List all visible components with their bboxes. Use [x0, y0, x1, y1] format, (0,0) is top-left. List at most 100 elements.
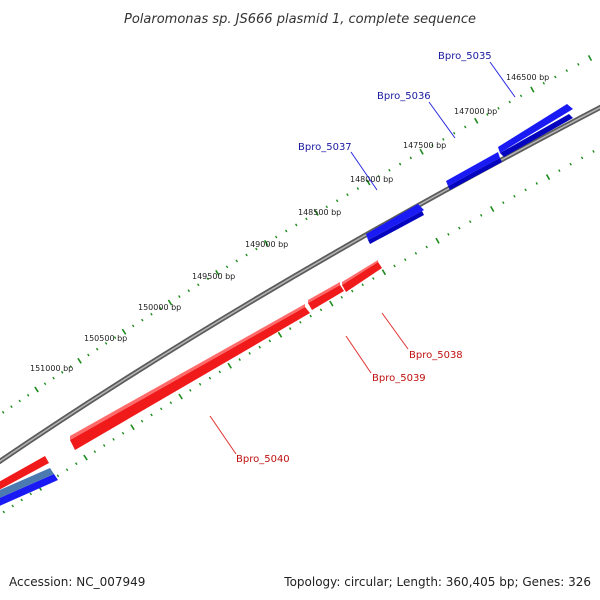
- outer-tick-mark: [1, 410, 5, 414]
- gene-bar-bpro-5040[interactable]: [70, 307, 310, 450]
- inner-tick-mark: [447, 232, 450, 236]
- gene-bar-bpro-5035[interactable]: [498, 104, 573, 153]
- outer-tick-mark: [442, 138, 445, 141]
- inner-tick-mark: [20, 498, 23, 502]
- inner-tick-mark: [29, 492, 32, 496]
- inner-tick-mark: [580, 156, 584, 160]
- inner-tick-mark: [150, 413, 153, 417]
- outer-tick-mark: [52, 376, 55, 380]
- gene-bar-bpro-5036[interactable]: [446, 152, 500, 186]
- outer-tick-mark: [295, 223, 298, 227]
- outer-tick-mark: [235, 259, 238, 263]
- outer-tick-mark: [431, 144, 434, 147]
- outer-tick-mark: [530, 86, 535, 93]
- inner-tick-mark: [299, 320, 302, 324]
- inner-tick-mark: [558, 169, 561, 173]
- outer-tick-mark: [419, 148, 424, 155]
- inner-tick-mark: [309, 314, 312, 318]
- gene-bar-partial-blue[interactable]: [0, 474, 58, 508]
- inner-tick-mark: [83, 454, 88, 461]
- outer-tick-mark: [18, 399, 21, 403]
- gene-label-bpro-5038[interactable]: Bpro_5038: [409, 350, 463, 361]
- inner-tick-mark: [65, 468, 69, 472]
- inner-tick-track: [2, 150, 595, 514]
- outer-tick-mark: [121, 328, 127, 335]
- outer-tick-mark: [87, 353, 90, 357]
- gene-label-bpro-5035[interactable]: Bpro_5035: [438, 51, 492, 62]
- outer-tick-mark: [366, 179, 371, 186]
- gene-label-bpro-5036[interactable]: Bpro_5036: [377, 91, 431, 102]
- outer-tick-mark: [159, 306, 162, 310]
- outer-tick-mark: [377, 174, 381, 178]
- outer-tick-mark: [388, 168, 391, 172]
- inner-tick-mark: [513, 194, 516, 198]
- inner-tick-mark: [227, 362, 232, 369]
- bp-label: 149000 bp: [245, 240, 288, 249]
- outer-tick-mark: [178, 295, 181, 298]
- gene-label-bpro-5037[interactable]: Bpro_5037: [298, 142, 352, 153]
- bp-label: 148000 bp: [350, 175, 393, 184]
- inner-tick-mark: [268, 339, 272, 343]
- gene-bar-partial-steel[interactable]: [0, 468, 54, 500]
- outer-tick-mark: [452, 131, 456, 135]
- inner-tick-mark: [56, 474, 60, 478]
- inner-tick-mark: [189, 389, 192, 392]
- outer-tick-mark: [409, 156, 413, 160]
- inner-tick-mark: [169, 401, 173, 405]
- inner-tick-mark: [238, 358, 241, 361]
- outer-tick-mark: [274, 235, 278, 239]
- gene-bar-bpro-5039[interactable]: [308, 285, 344, 310]
- topology-summary: Topology: circular; Length: 360,405 bp; …: [283, 575, 591, 589]
- bp-label: 149500 bp: [192, 272, 235, 281]
- inner-tick-mark: [329, 300, 334, 307]
- outer-tick-mark: [305, 217, 308, 221]
- map-title: Polaromonas sp. JS666 plasmid 1, complet…: [124, 12, 476, 27]
- bp-label: 148500 bp: [298, 208, 341, 217]
- outer-tick-mark: [95, 347, 99, 351]
- outer-tick-mark: [167, 299, 173, 306]
- outer-tick-mark: [206, 277, 210, 281]
- inner-tick-mark: [458, 226, 461, 230]
- inner-tick-mark: [381, 269, 387, 276]
- inner-tick-mark: [288, 327, 292, 330]
- gene-callouts: [209, 61, 516, 455]
- inner-tick-mark: [93, 450, 97, 453]
- gene-bar-bpro-5038[interactable]: [342, 262, 382, 292]
- inner-tick-mark: [319, 308, 323, 312]
- sequence-backbone-highlight: [0, 106, 600, 463]
- reverse-genes: [0, 260, 382, 492]
- inner-tick-mark: [425, 245, 428, 249]
- inner-tick-mark: [351, 289, 354, 293]
- sequence-backbone: [0, 104, 600, 465]
- inner-tick-mark: [218, 370, 222, 374]
- inner-tick-mark: [2, 510, 6, 514]
- inner-tick-mark: [102, 444, 106, 447]
- bp-label: 147000 bp: [454, 107, 497, 116]
- outer-tick-mark: [356, 187, 360, 190]
- outer-tick-mark: [255, 247, 258, 251]
- outer-tick-mark: [113, 336, 117, 339]
- outer-tick-mark: [26, 393, 30, 397]
- inner-tick-mark: [277, 331, 283, 338]
- outer-tick-mark: [10, 405, 13, 408]
- inner-tick-mark: [340, 295, 344, 299]
- outer-tick-mark: [577, 62, 580, 66]
- inner-tick-mark: [75, 462, 78, 466]
- inner-tick-mark: [248, 351, 251, 355]
- gene-bar-bpro-5037[interactable]: [366, 204, 424, 240]
- outer-tick-mark: [508, 100, 511, 104]
- bp-label: 146500 bp: [506, 73, 549, 82]
- bp-axis-labels: 146500 bp 147000 bp 147500 bp 148000 bp …: [30, 73, 549, 373]
- outer-tick-mark: [284, 229, 288, 233]
- gene-label-bpro-5040[interactable]: Bpro_5040: [236, 454, 290, 465]
- inner-tick-mark: [403, 258, 407, 262]
- outer-tick-mark: [225, 265, 229, 269]
- gene-bar-partial-red[interactable]: [0, 456, 49, 492]
- gene-label-bpro-5039[interactable]: Bpro_5039: [372, 373, 426, 384]
- outer-tick-mark: [43, 382, 47, 386]
- gene-bar-bpro-5035-side: [500, 114, 573, 157]
- outer-tick-mark: [215, 269, 220, 276]
- bp-label: 150000 bp: [138, 303, 181, 312]
